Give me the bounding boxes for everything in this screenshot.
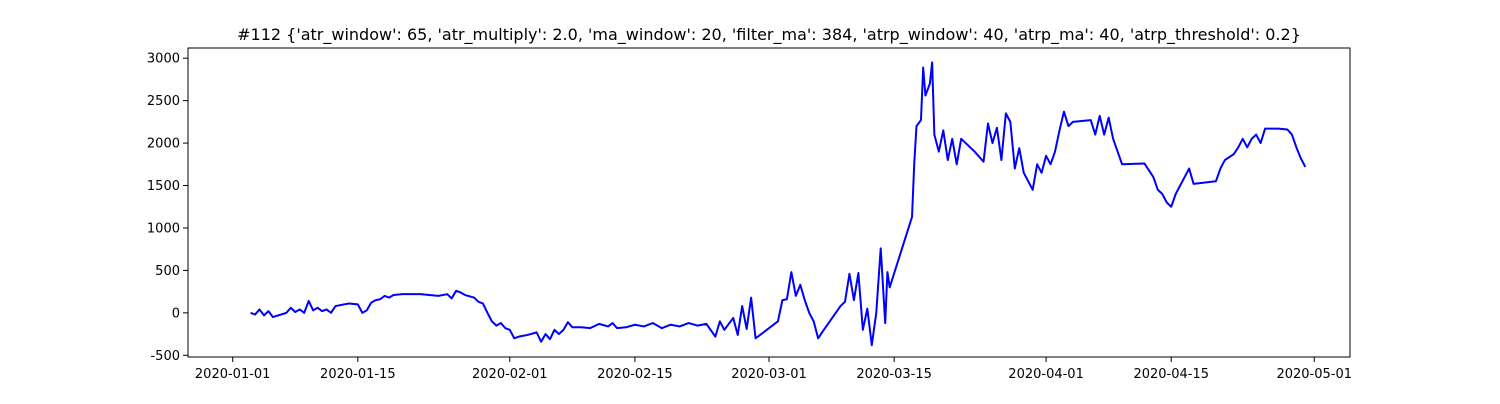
y-tick-label-1: 0 [172,306,180,321]
y-tick-label-4: 1500 [147,179,180,194]
y-tick-label-3: 1000 [147,221,180,236]
axes-layer: -500 0 500 1000 1500 2000 2500 3000 2020-01-01 20… [147,47,1352,382]
x-tick-label-1: 2020-01-15 [320,367,396,382]
plot-frame [187,47,1351,358]
x-tick-label-3: 2020-02-15 [597,367,673,382]
x-tick-label-0: 2020-01-01 [195,367,271,382]
y-tick-label-5: 2000 [147,137,180,152]
x-tick-label-6: 2020-04-01 [1008,367,1084,382]
y-tick-label-2: 500 [155,264,180,279]
x-tick-label-4: 2020-03-01 [731,367,807,382]
x-tick-label-2: 2020-02-01 [472,367,548,382]
x-tick-label-7: 2020-04-15 [1133,367,1209,382]
chart-title: #112 {'atr_window': 65, 'atr_multiply': … [237,25,1301,45]
y-tick-label-7: 3000 [147,52,180,67]
x-tick-label-8: 2020-05-01 [1276,367,1352,382]
y-tick-label-0: -500 [150,349,180,364]
x-tick-label-5: 2020-03-15 [856,367,932,382]
y-tick-label-6: 2500 [147,94,180,109]
series-layer [250,61,1307,347]
series-line-0 [250,61,1307,347]
